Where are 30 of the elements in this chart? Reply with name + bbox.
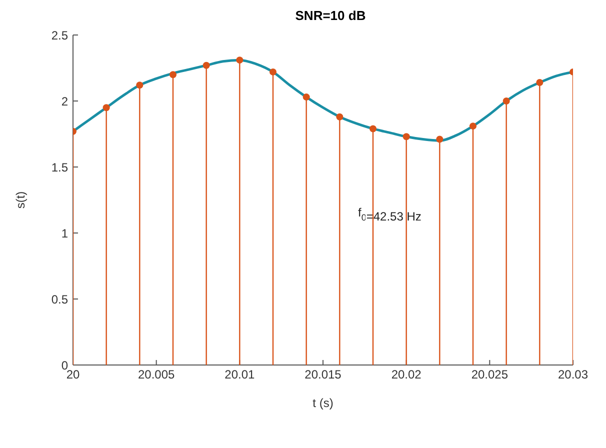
x-axis-title: t (s) [312,396,334,410]
y-tick-label: 2 [61,94,68,108]
point [270,68,276,76]
point [502,98,510,104]
x-tick-label: 20 [66,368,80,382]
chart-title: SNR=10 dB [294,8,367,23]
point [102,104,110,112]
x-tick-label: 20.02 [391,368,422,382]
y-tick-label: 1 [61,226,68,240]
point [202,62,210,69]
y-axis-title: s(t) [13,191,28,209]
point [302,94,310,101]
point [402,133,410,140]
x-tick-label: 20.01 [224,368,256,382]
point [470,122,476,130]
point [536,79,544,86]
point [370,125,376,132]
y-tick-label: 1.5 [51,160,68,174]
x-tick-label: 20.025 [471,368,508,382]
y-tick-label: 0.5 [51,292,68,306]
x-tick-label: 20.005 [138,368,176,382]
point [336,113,344,120]
x-tick-label: 20.015 [304,368,342,382]
y-tick-label: 0 [61,358,68,372]
point [236,56,244,64]
x-tick-label: 20.03 [558,368,588,382]
point [136,82,144,89]
point [170,71,176,78]
y-tick-label: 2.5 [51,28,68,42]
point [436,136,444,143]
